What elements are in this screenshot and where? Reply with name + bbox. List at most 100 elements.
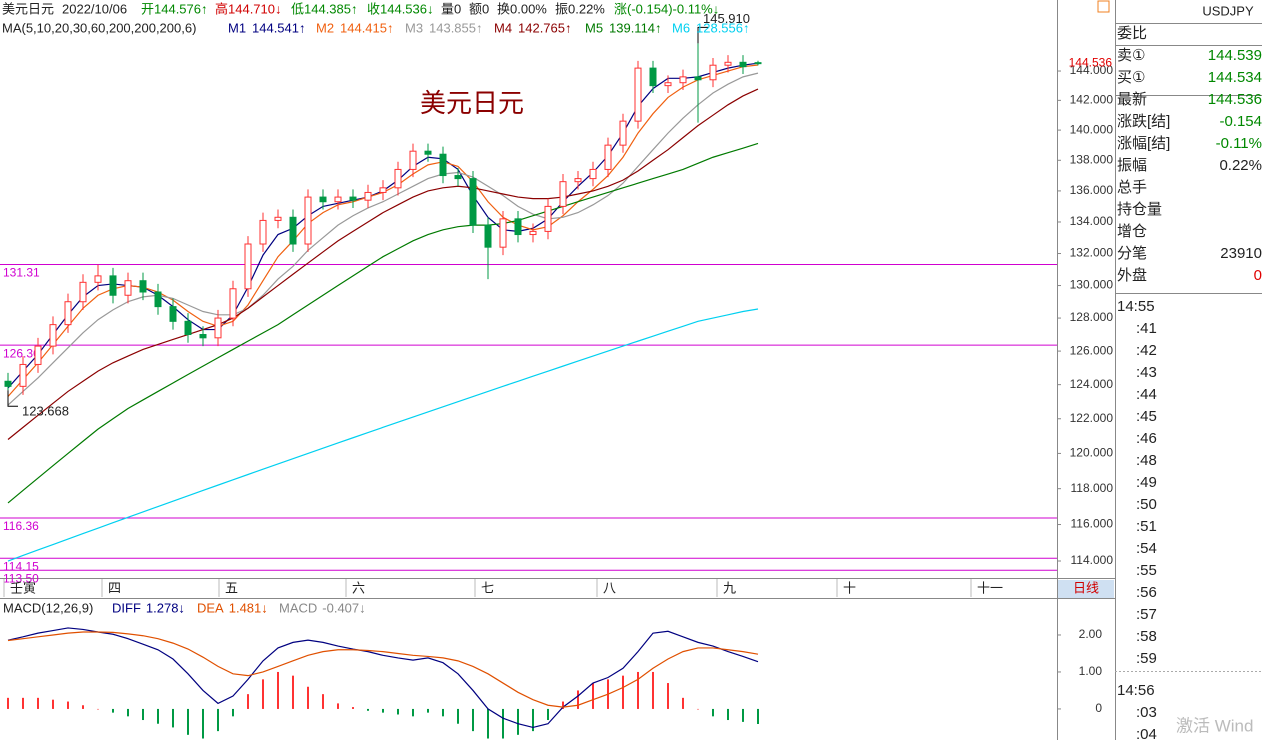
- macd-bar: [142, 708, 144, 721]
- x-tick-label: 八: [603, 580, 616, 595]
- y-tick-label: 144.000: [1070, 63, 1114, 77]
- candle-body: [634, 67, 642, 122]
- legend-value: 1.278↓: [146, 600, 185, 615]
- candle-body: [709, 64, 717, 81]
- macd-bar: [262, 679, 264, 709]
- level-label: 113.50: [3, 571, 39, 585]
- time-label: :51: [1136, 518, 1157, 535]
- y-tick-label: 118.000: [1071, 481, 1114, 495]
- level-label: 116.36: [3, 519, 39, 533]
- candle-body: [274, 216, 282, 221]
- x-tick-label: 七: [481, 580, 494, 595]
- candle-body: [349, 196, 357, 201]
- macd-bar: [442, 708, 444, 717]
- legend-name: M5: [585, 20, 603, 35]
- macd-bar: [112, 708, 114, 713]
- macd-bar: [247, 694, 249, 709]
- candle-body: [544, 205, 552, 232]
- header-amount: 额0: [469, 1, 489, 16]
- y-tick-label: 116.000: [1071, 517, 1114, 531]
- candle-body: [649, 67, 657, 87]
- candle-body: [229, 288, 237, 319]
- candle-body: [154, 291, 162, 308]
- side-label: 增仓: [1117, 223, 1147, 240]
- candle-body: [409, 150, 417, 170]
- period-tab[interactable]: [1058, 580, 1114, 598]
- header-amplitude: 振0.22%: [555, 1, 605, 16]
- y-tick-label: 120.000: [1070, 446, 1114, 460]
- candle-body: [529, 230, 537, 236]
- time-label: :48: [1136, 452, 1157, 469]
- y-tick-label: 138.000: [1070, 152, 1114, 166]
- time-label: :46: [1136, 430, 1157, 447]
- menu-icon[interactable]: [1097, 0, 1110, 13]
- macd-bar: [7, 697, 9, 709]
- side-label: 外盘: [1117, 266, 1147, 284]
- macd-bar: [487, 708, 489, 739]
- period-label[interactable]: 日线: [1073, 580, 1099, 595]
- legend-name: DEA: [197, 600, 224, 615]
- y-tick-label: 1.00: [1079, 664, 1103, 678]
- chart-title: 美元日元: [420, 88, 524, 118]
- macd-bar: [337, 703, 339, 709]
- macd-bar: [637, 671, 639, 709]
- legend-name: MACD: [279, 600, 317, 615]
- time-label: :50: [1136, 496, 1157, 513]
- macd-bar: [697, 708, 699, 710]
- legend-value: 139.114↑: [609, 20, 662, 35]
- legend-value: 143.855↑: [429, 20, 483, 35]
- ma-line: [7, 308, 759, 562]
- legend-value: 144.541↑: [252, 20, 306, 35]
- macd-bar: [157, 708, 159, 724]
- ma-line: [7, 142, 759, 504]
- ma-line: [7, 72, 759, 406]
- y-tick-label: 132.000: [1070, 246, 1114, 260]
- watermark: 激活 Wind: [1176, 716, 1253, 735]
- macd-bar: [517, 708, 519, 735]
- macd-bar: [292, 675, 294, 709]
- side-label: 涨幅[结]: [1117, 135, 1170, 152]
- macd-bar: [472, 708, 474, 732]
- candle-body: [664, 82, 672, 87]
- macd-bar: [427, 708, 429, 713]
- candle-body: [439, 153, 447, 177]
- candle-body: [169, 306, 177, 322]
- macd-bar: [352, 707, 354, 709]
- candle-body: [184, 320, 192, 336]
- candle-body: [319, 196, 327, 203]
- candle-body: [619, 120, 627, 146]
- annotation-label: 123.668: [22, 404, 69, 419]
- x-tick-label: 九: [723, 580, 736, 595]
- macd-bar: [622, 675, 624, 709]
- legend-name: M2: [316, 20, 334, 35]
- x-tick-label: 壬寅: [10, 580, 36, 595]
- macd-bar: [502, 708, 504, 739]
- candle-body: [724, 61, 732, 66]
- y-tick-label: 142.000: [1070, 93, 1114, 107]
- side-value: 23910: [1220, 245, 1262, 262]
- side-label: 分笔: [1117, 245, 1147, 262]
- header-open: 开144.576↑: [141, 1, 208, 16]
- time-label: 14:55: [1117, 298, 1155, 315]
- candle-body: [424, 150, 432, 155]
- macd-bar: [322, 694, 324, 709]
- time-label: :43: [1136, 364, 1157, 381]
- macd-bar: [187, 708, 189, 735]
- candle-body: [289, 216, 297, 245]
- macd-bar: [277, 671, 279, 709]
- side-value: 144.536: [1208, 91, 1262, 108]
- legend-value: 144.415↑: [340, 20, 394, 35]
- time-label: :45: [1136, 408, 1157, 425]
- time-label: :04: [1136, 726, 1157, 740]
- macd-bar: [307, 686, 309, 709]
- legend-value: 1.481↓: [229, 600, 268, 615]
- candle-body: [514, 218, 522, 236]
- macd-bar: [712, 708, 714, 717]
- time-label: :41: [1136, 320, 1157, 337]
- macd-bar: [547, 708, 549, 721]
- macd-bar: [757, 708, 759, 724]
- y-tick-label: 134.000: [1070, 214, 1114, 228]
- y-tick-label: 124.000: [1070, 377, 1114, 391]
- time-label: :58: [1136, 628, 1157, 645]
